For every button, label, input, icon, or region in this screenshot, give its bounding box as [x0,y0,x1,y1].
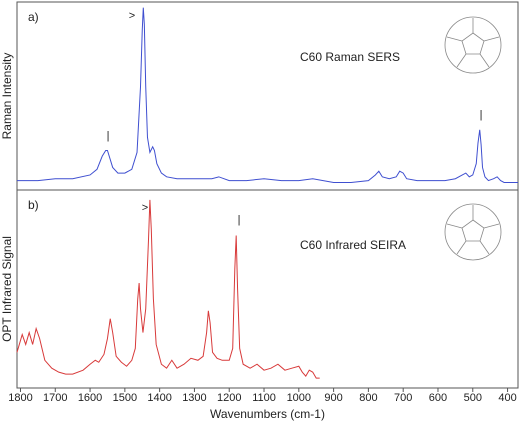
x-tick-label: 900 [324,392,342,404]
spectrum-label: C60 Raman SERS [300,50,400,64]
y-axis-label: OPT Infrared Signal [0,236,14,342]
x-tick-label: 500 [464,392,482,404]
x-tick-label: 700 [394,392,412,404]
spectrum-label: C60 Infrared SEIRA [300,238,406,252]
x-tick-label: 600 [429,392,447,404]
panel-label: a) [28,10,39,24]
y-axis-label: Raman Intensity [0,53,14,140]
x-tick-label: 1600 [78,392,102,404]
spectrum-line [16,199,320,379]
peak-annotation: | [238,214,241,226]
x-tick-label: 400 [498,392,516,404]
x-tick-label: 1500 [113,392,137,404]
x-tick-label: 1000 [287,392,311,404]
peak-annotation: > [129,10,135,22]
x-tick-label: 1100 [252,392,276,404]
peak-annotation: > [142,202,148,214]
x-tick-label: 1800 [8,392,32,404]
x-tick-label: 1200 [217,392,241,404]
x-tick-label: 800 [359,392,377,404]
peak-annotation: | [480,109,483,121]
peak-annotation: | [107,130,110,142]
x-axis-label: Wavenumbers (cm-1) [210,407,325,421]
spectrum-line [17,7,518,183]
plot-frame [16,189,519,389]
x-tick-label: 1300 [182,392,206,404]
x-tick-label: 1700 [43,392,67,404]
fullerene-icon [444,16,502,261]
plot-frame [16,1,519,191]
panel-label: b) [28,198,39,212]
x-tick-label: 1400 [147,392,171,404]
